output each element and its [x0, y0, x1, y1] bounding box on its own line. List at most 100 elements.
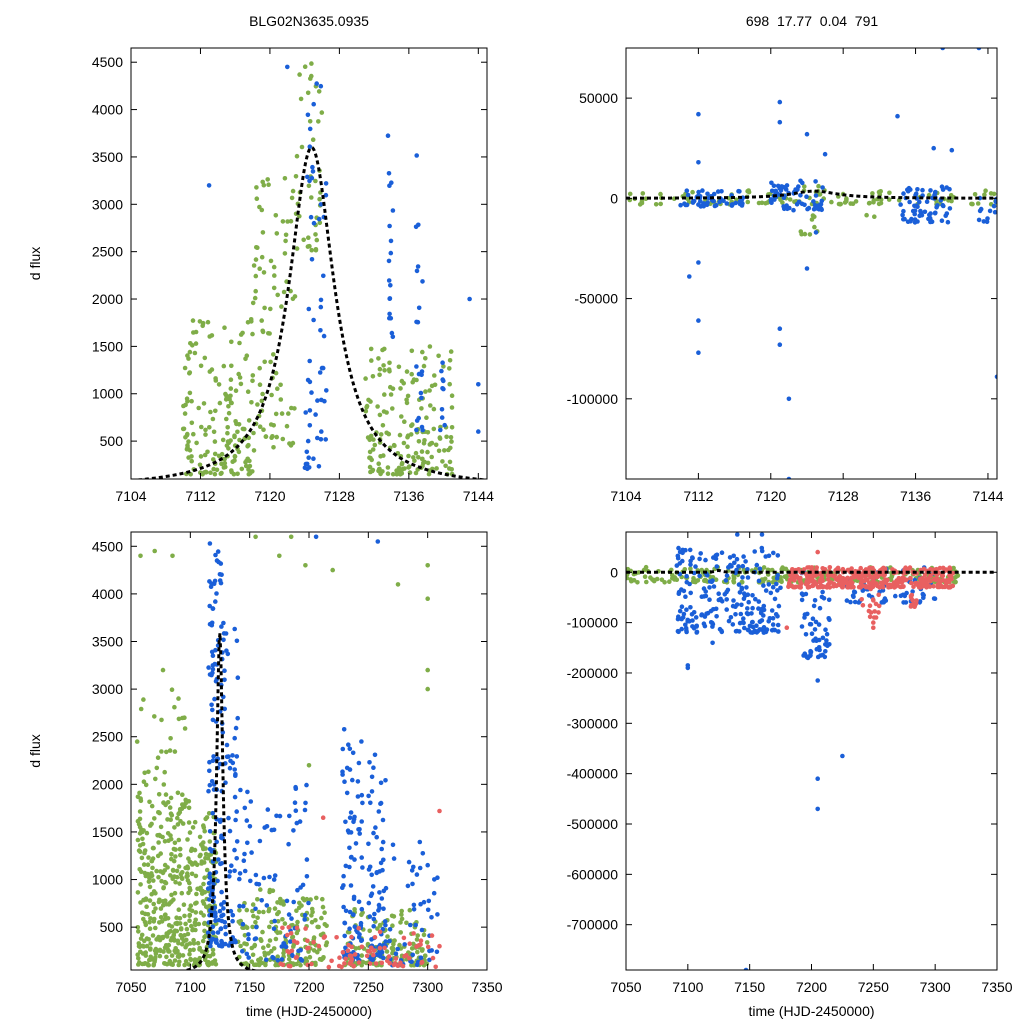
data-point: [313, 534, 319, 540]
data-point: [178, 871, 184, 877]
data-point: [695, 578, 701, 583]
data-point: [406, 955, 412, 961]
data-point: [142, 911, 148, 917]
data-point: [267, 906, 272, 912]
data-point: [866, 593, 872, 598]
data-point: [213, 408, 218, 414]
data-point: [253, 245, 259, 250]
data-point: [172, 704, 177, 710]
data-point: [275, 386, 280, 392]
data-point: [815, 654, 821, 660]
data-point: [652, 577, 657, 583]
data-point: [787, 197, 793, 202]
data-point: [188, 341, 193, 346]
data-point: [337, 955, 342, 960]
data-point: [386, 367, 392, 372]
x-tick-label: 7136: [393, 488, 424, 504]
data-point: [933, 189, 938, 195]
data-point: [306, 763, 312, 768]
data-point: [232, 458, 237, 463]
data-point: [319, 915, 324, 921]
data-point: [448, 435, 454, 440]
data-point: [138, 949, 143, 955]
data-point: [429, 383, 435, 389]
data-point: [407, 907, 413, 913]
data-point: [868, 610, 874, 615]
data-point: [409, 868, 415, 873]
data-point: [798, 229, 804, 234]
data-point: [224, 754, 230, 760]
data-point: [715, 189, 721, 194]
data-point: [816, 183, 821, 189]
data-point: [786, 396, 792, 402]
data-point: [223, 941, 228, 947]
data-point: [740, 563, 746, 569]
data-point: [435, 912, 440, 917]
data-point: [849, 566, 854, 571]
data-point: [429, 933, 435, 938]
data-point: [254, 196, 260, 201]
data-point: [367, 464, 373, 470]
data-point: [176, 962, 181, 968]
data-point: [313, 412, 318, 417]
data-point: [390, 923, 395, 928]
data-point: [255, 402, 260, 407]
data-point: [262, 953, 268, 958]
y-tick-label: 2500: [92, 729, 123, 745]
data-point: [685, 617, 690, 623]
data-point: [369, 945, 374, 951]
data-point: [205, 449, 210, 455]
data-point: [363, 408, 369, 414]
data-point: [386, 258, 392, 264]
data-point: [827, 565, 833, 570]
data-point: [306, 945, 311, 951]
data-point: [249, 850, 254, 855]
data-point: [197, 947, 202, 952]
data-point: [731, 598, 736, 603]
data-point: [230, 753, 235, 758]
data-point: [172, 890, 178, 896]
data-point: [176, 864, 182, 869]
data-point: [318, 932, 324, 938]
data-point: [770, 616, 776, 621]
data-point: [309, 73, 314, 79]
data-point: [245, 320, 251, 325]
data-point: [340, 885, 345, 890]
data-point: [376, 902, 382, 908]
data-point: [733, 612, 738, 617]
data-point: [136, 944, 142, 949]
data-point: [367, 760, 372, 765]
data-point: [383, 778, 388, 783]
data-point: [756, 200, 762, 206]
data-point: [415, 264, 421, 269]
data-point: [318, 297, 324, 303]
data-point: [815, 776, 820, 781]
data-point: [255, 957, 261, 963]
data-point: [156, 810, 161, 815]
data-point: [229, 363, 234, 369]
data-point: [290, 953, 295, 959]
data-point: [868, 575, 873, 580]
x-tick-label: 7250: [858, 979, 889, 995]
data-point: [188, 848, 194, 853]
data-point: [222, 677, 227, 683]
data-point: [711, 198, 716, 204]
data-point: [367, 961, 373, 966]
data-point: [269, 392, 274, 398]
data-point: [212, 696, 217, 702]
data-point: [142, 770, 147, 776]
data-point: [271, 827, 277, 833]
data-point: [388, 392, 394, 397]
data-point: [246, 932, 251, 937]
data-point: [731, 553, 736, 559]
data-point: [176, 940, 181, 946]
data-point: [203, 846, 208, 851]
data-point: [183, 435, 188, 440]
data-point: [859, 597, 864, 602]
data-point: [233, 419, 238, 424]
data-point: [294, 246, 300, 251]
data-point: [418, 942, 423, 947]
data-point: [428, 441, 434, 446]
data-point: [902, 568, 907, 573]
data-point: [176, 716, 182, 722]
